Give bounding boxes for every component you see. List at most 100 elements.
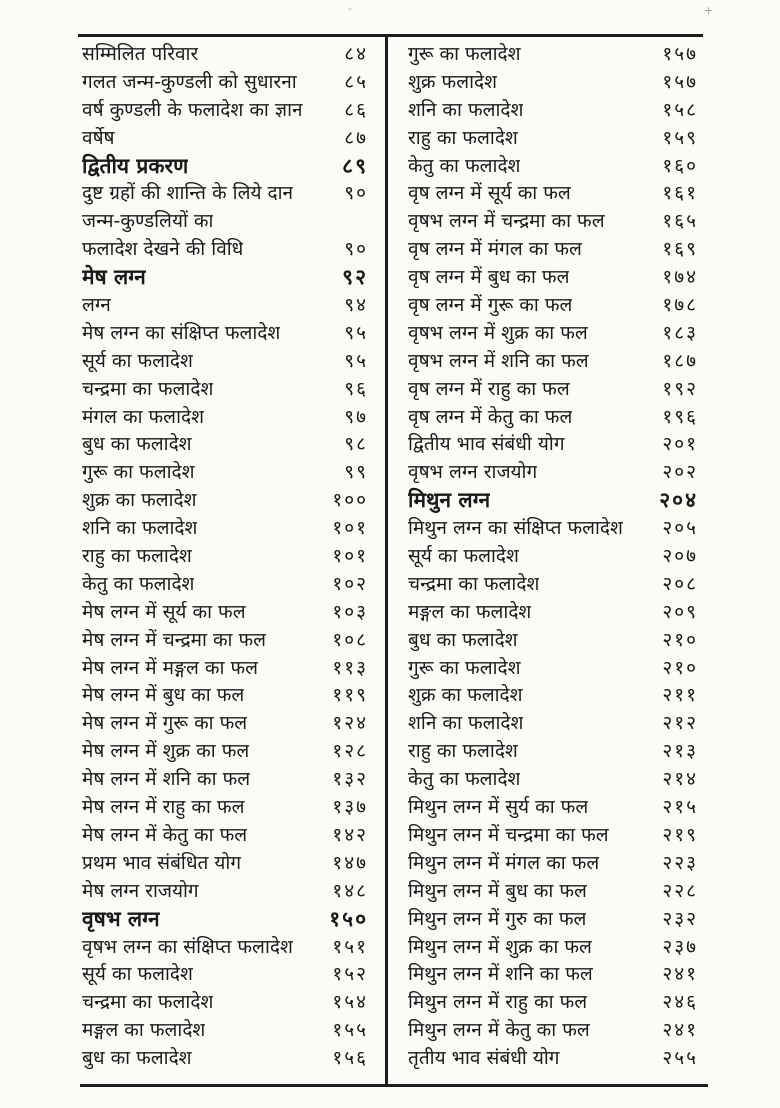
toc-entry-page: २४१ [662, 1019, 698, 1042]
toc-row: चन्द्रमा का फलादेश १५४ [82, 989, 376, 1017]
toc-row: सूर्य का फलादेश २०७ [408, 543, 700, 571]
toc-entry-title: वृष लग्न में बुध का फल [408, 266, 570, 289]
scan-artifact: - [348, 2, 352, 15]
toc-row: गुरू का फलादेश २१० [408, 655, 700, 683]
toc-row: तृतीय भाव संबंधी योग २५५ [408, 1045, 700, 1073]
toc-entry-title: मेष लग्न का संक्षिप्त फलादेश [82, 321, 281, 344]
toc-row: बुध का फलादेश ९८ [82, 431, 376, 459]
toc-row: शनि का फलादेश १५८ [408, 97, 700, 125]
toc-entry-title: मंगल का फलादेश [82, 405, 204, 428]
toc-entry-title: मेष लग्न में राहु का फल [82, 796, 245, 819]
toc-entry-page: २०७ [662, 545, 698, 568]
toc-entry-page: २०५ [662, 517, 698, 540]
toc-entry-page: १२८ [332, 740, 368, 763]
toc-entry-title: शुक्र का फलादेश [82, 489, 197, 512]
toc-entry-title: मेष लग्न में शनि का फल [82, 768, 251, 791]
toc-entry-title: सूर्य का फलादेश [408, 545, 519, 568]
toc-entry-page: ११९ [332, 684, 368, 707]
toc-entry-page: १०० [332, 489, 368, 512]
toc-entry-title: वृष लग्न में मंगल का फल [408, 238, 582, 261]
toc-entry-title: वृषभ लग्न में शनि का फल [408, 349, 589, 372]
toc-row: मेष लग्न में चन्द्रमा का फल १०८ [82, 627, 376, 655]
toc-entry-title: प्रथम भाव संबंधित योग [82, 851, 242, 874]
toc-entry-title: फलादेश देखने की विधि [82, 238, 244, 261]
toc-row: प्रथम भाव संबंधित योग १४७ [82, 850, 376, 878]
toc-entry-title: मेष लग्न में चन्द्रमा का फल [82, 628, 267, 651]
toc-entry-page: १०८ [332, 628, 368, 651]
toc-entry-title: राहु का फलादेश [408, 126, 518, 149]
toc-entry-title: मेष लग्न में सूर्य का फल [82, 600, 246, 623]
toc-row: लग्न ९४ [82, 292, 376, 320]
toc-entry-page: २५५ [662, 1047, 698, 1070]
toc-row: मेष लग्न में राहु का फल १३७ [82, 794, 376, 822]
toc-entry-title: तृतीय भाव संबंधी योग [408, 1047, 560, 1070]
toc-entry-title: मिथुन लग्न में राहु का फल [408, 991, 588, 1014]
toc-row: शुक्र का फलादेश २११ [408, 682, 700, 710]
toc-entry-page: २०४ [659, 488, 698, 513]
toc-row: मिथुन लग्न में शनि का फल २४१ [408, 961, 700, 989]
toc-entry-title: जन्म-कुण्डलियों का [82, 210, 214, 233]
toc-entry-page: २१० [662, 628, 698, 651]
toc-entry-page: १८३ [662, 321, 698, 344]
toc-row: वृषभ लग्न में चन्द्रमा का फल १६५ [408, 208, 700, 236]
toc-row: शुक्र फलादेश १५७ [408, 69, 700, 97]
toc-entry-title: शनि का फलादेश [408, 98, 524, 121]
toc-entry-title: सम्मिलित परिवार [82, 43, 199, 65]
toc-entry-title: केतु का फलादेश [82, 572, 195, 595]
toc-entry-title: मिथुन लग्न में बुध का फल [408, 879, 587, 902]
toc-entry-page: ९५ [344, 349, 368, 372]
toc-entry-page: २११ [662, 684, 698, 707]
toc-entry-title: वर्ष कुण्डली के फलादेश का ज्ञान [82, 98, 303, 121]
toc-entry-title: शनि का फलादेश [408, 712, 524, 735]
toc-entry-page: ९५ [344, 321, 368, 344]
toc-entry-page: १८७ [662, 349, 698, 372]
toc-row: मेष लग्न में शनि का फल १३२ [82, 766, 376, 794]
toc-entry-page: १०२ [332, 572, 368, 595]
toc-row: सूर्य का फलादेश ९५ [82, 348, 376, 376]
toc-entry-title: चन्द्रमा का फलादेश [82, 991, 214, 1014]
toc-entry-page: १९६ [662, 405, 698, 428]
toc-entry-page: १७४ [662, 266, 698, 289]
toc-entry-title: मङ्गल का फलादेश [408, 600, 532, 623]
scan-artifact: + [704, 4, 714, 17]
toc-row: शुक्र का फलादेश १०० [82, 487, 376, 515]
toc-entry-page: २१५ [662, 796, 698, 819]
toc-entry-title: मेष लग्न में शुक्र का फल [82, 740, 250, 763]
toc-row: वर्ष कुण्डली के फलादेश का ज्ञान ८६ [82, 97, 376, 125]
toc-entry-page: ९० [344, 182, 368, 205]
toc-row: मेष लग्न में मङ्गल का फल ११३ [82, 655, 376, 683]
toc-entry-page: २१३ [662, 740, 698, 763]
toc-row: राहु का फलादेश २१३ [408, 738, 700, 766]
toc-entry-page: १५० [329, 906, 368, 931]
toc-entry-title: सूर्य का फलादेश [82, 963, 193, 986]
toc-entry-page: ८९ [342, 153, 368, 178]
toc-entry-page: १५५ [332, 1019, 368, 1042]
toc-row: मिथुन लग्न में बुध का फल २२८ [408, 878, 700, 906]
toc-row: मिथुन लग्न में शुक्र का फल २३७ [408, 934, 700, 962]
toc-entry-title: मेष लग्न में मङ्गल का फल [82, 656, 258, 679]
toc-row: गलत जन्म-कुण्डली को सुधारना ८५ [82, 69, 376, 97]
toc-entry-title: मिथुन लग्न का संक्षिप्त फलादेश [408, 517, 623, 540]
bottom-rule [80, 1084, 708, 1087]
toc-row: वृष लग्न में मंगल का फल १६९ [408, 236, 700, 264]
toc-entry-page: १४८ [332, 879, 368, 902]
toc-entry-page: १३७ [332, 796, 368, 819]
toc-row: सम्मिलित परिवार ८४ [82, 41, 376, 69]
toc-entry-title: लग्न [82, 294, 111, 317]
toc-row: फलादेश देखने की विधि ९० [82, 236, 376, 264]
toc-entry-title: दुष्ट ग्रहों की शान्ति के लिये दान [82, 182, 294, 205]
toc-row: मिथुन लग्न में राहु का फल २४६ [408, 989, 700, 1017]
toc-entry-page: २०१ [662, 433, 698, 456]
toc-row: मंगल का फलादेश ९७ [82, 404, 376, 432]
toc-entry-page: २१२ [662, 712, 698, 735]
toc-entry-page: ११३ [332, 656, 368, 679]
toc-row: मेष लग्न में गुरू का फल १२४ [82, 710, 376, 738]
toc-entry-title: वृषभ लग्न राजयोग [408, 461, 538, 484]
toc-entry-page: २०२ [662, 461, 698, 484]
toc-row: मेष लग्न में बुध का फल ११९ [82, 682, 376, 710]
toc-row: केतु का फलादेश १६० [408, 153, 700, 181]
toc-row: शनि का फलादेश १०१ [82, 515, 376, 543]
toc-row: केतु का फलादेश २१४ [408, 766, 700, 794]
toc-row: मिथुन लग्न २०४ [408, 487, 700, 515]
toc-entry-page: २२३ [662, 851, 698, 874]
